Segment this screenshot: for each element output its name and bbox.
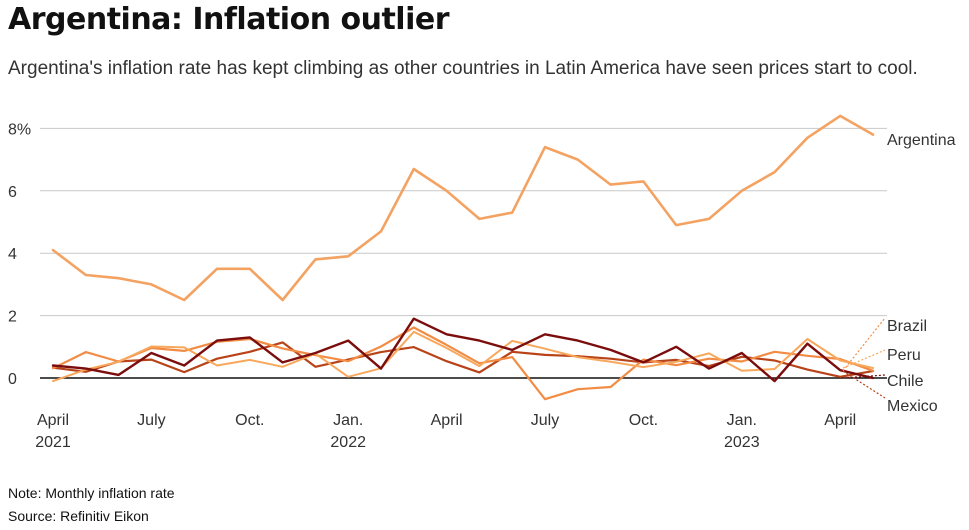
chart-title: Argentina: Inflation outlier (8, 2, 450, 37)
y-tick-label: 6 (8, 184, 17, 201)
series-line-mexico (51, 341, 875, 378)
series-labels: Argentina Brazil Peru Chile Mexico (842, 132, 956, 415)
x-tick-label-april: April (824, 412, 856, 429)
leader-mexico (842, 370, 886, 399)
series-label-mexico: Mexico (887, 398, 938, 415)
y-tick-label: 0 (8, 371, 17, 388)
y-tick-label: 8% (8, 121, 31, 138)
x-tick-label-oct-: Oct. (629, 412, 658, 429)
x-tick-label-jan-: Jan. (727, 412, 757, 429)
series-line-chile (51, 317, 875, 383)
chart-source: Source: Refinitiv Eikon (8, 508, 149, 524)
x-tick-year-2021: 2021 (35, 434, 71, 451)
y-axis-ticks: 8% 6 4 2 0 (8, 121, 31, 388)
series-label-chile: Chile (887, 373, 924, 390)
series-label-peru: Peru (887, 347, 921, 364)
x-tick-label-april: April (431, 412, 463, 429)
series-label-argentina: Argentina (887, 132, 956, 149)
chart-note: Note: Monthly inflation rate (8, 485, 175, 501)
y-tick-label: 2 (8, 309, 17, 326)
series-line-peru (52, 330, 874, 383)
series-label-brazil: Brazil (887, 318, 927, 335)
x-tick-year-2022: 2022 (330, 434, 366, 451)
leader-brazil (842, 317, 886, 372)
series-line-argentina (51, 114, 875, 302)
chart-subtitle: Argentina's inflation rate has kept clim… (8, 58, 918, 79)
leader-chile (842, 374, 886, 379)
x-tick-label-april: April (37, 412, 69, 429)
y-tick-label: 4 (8, 246, 17, 263)
x-tick-label-july: July (531, 412, 559, 429)
x-axis-ticks: April 2021 July Oct. Jan. 2022 April July Oct. Ja… (35, 412, 856, 451)
x-tick-label-oct-: Oct. (235, 412, 264, 429)
series-lines (51, 114, 875, 401)
x-tick-label-july: July (137, 412, 165, 429)
gridlines (40, 127, 887, 379)
x-tick-label-jan-: Jan. (333, 412, 363, 429)
x-tick-year-2023: 2023 (724, 434, 760, 451)
